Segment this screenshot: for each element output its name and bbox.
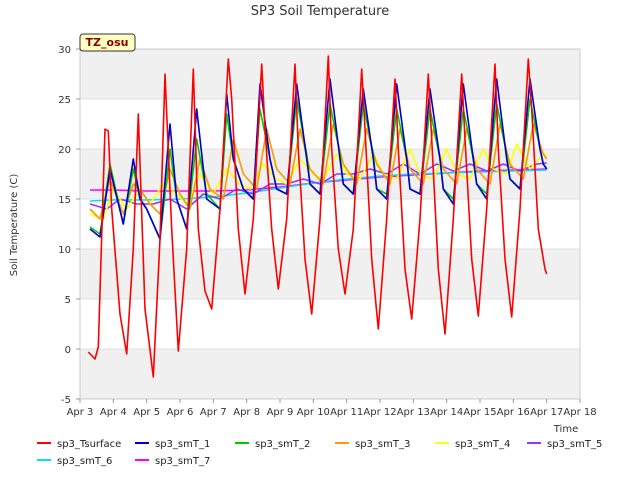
- y-tick-label: 10: [58, 245, 71, 256]
- y-tick-label: 15: [58, 195, 71, 206]
- x-tick-label: Apr 3: [67, 407, 94, 418]
- x-tick-label: Apr 13: [397, 407, 430, 418]
- legend-label: sp3_smT_7: [155, 456, 210, 467]
- annotation-text: TZ_osu: [86, 36, 129, 49]
- plot-background-bands: [80, 49, 580, 399]
- series-line-sp3_smT_6: [89, 169, 547, 202]
- y-tick-label: 20: [58, 145, 71, 156]
- x-axis-label: Time: [553, 424, 578, 435]
- plot-area: [79, 48, 581, 400]
- y-tick-label: 0: [65, 345, 71, 356]
- x-tick-label: Apr 15: [463, 407, 496, 418]
- legend-label: sp3_smT_4: [455, 439, 510, 450]
- series-line-sp3_smT_1: [89, 78, 548, 240]
- y-tick-label: 5: [65, 295, 71, 306]
- x-tick-label: Apr 17: [530, 407, 563, 418]
- chart-title: SP3 Soil Temperature: [251, 4, 389, 19]
- background-band: [80, 249, 580, 299]
- series-layer: [87, 55, 548, 378]
- y-tick-label: 30: [58, 45, 71, 56]
- legend-label: sp3_smT_6: [57, 456, 112, 467]
- y-axis-label: Soil Temperature (C): [9, 174, 20, 277]
- legend-label: sp3_smT_5: [547, 439, 602, 450]
- series-line-sp3_smT_4: [89, 143, 547, 220]
- legend-label: sp3_smT_2: [255, 439, 310, 450]
- y-axis-ticks: -5 0 5 10 15 20 25 30: [58, 45, 80, 406]
- x-axis-ticks: Apr 3 Apr 4 Apr 5 Apr 6 Apr 7 Apr 8 Apr 9 Apr 1…: [67, 399, 597, 418]
- x-tick-label: Apr 16: [497, 407, 530, 418]
- y-tick-label: -5: [61, 395, 71, 406]
- x-tick-label: Apr 11: [330, 407, 363, 418]
- x-tick-label: Apr 6: [167, 407, 194, 418]
- x-tick-label: Apr 5: [133, 407, 160, 418]
- x-tick-label: Apr 14: [430, 407, 463, 418]
- annotation-badge: TZ_osu: [79, 33, 136, 52]
- legend-label: sp3_smT_1: [155, 439, 210, 450]
- legend-label: sp3_Tsurface: [57, 439, 121, 450]
- x-tick-label: Apr 7: [200, 407, 227, 418]
- x-tick-label: Apr 9: [267, 407, 294, 418]
- background-band: [80, 349, 580, 399]
- y-tick-label: 25: [58, 95, 71, 106]
- legend-label: sp3_smT_3: [355, 439, 410, 450]
- legend: sp3_Tsurface sp3_smT_1 sp3_smT_2 sp3_smT_3 s…: [37, 439, 602, 467]
- x-tick-label: Apr 12: [363, 407, 396, 418]
- x-tick-label: Apr 10: [297, 407, 330, 418]
- x-tick-label: Apr 4: [100, 407, 127, 418]
- x-tick-label: Apr 8: [233, 407, 260, 418]
- series-line-sp3_Tsurface: [87, 55, 548, 378]
- x-tick-label: Apr 18: [563, 407, 596, 418]
